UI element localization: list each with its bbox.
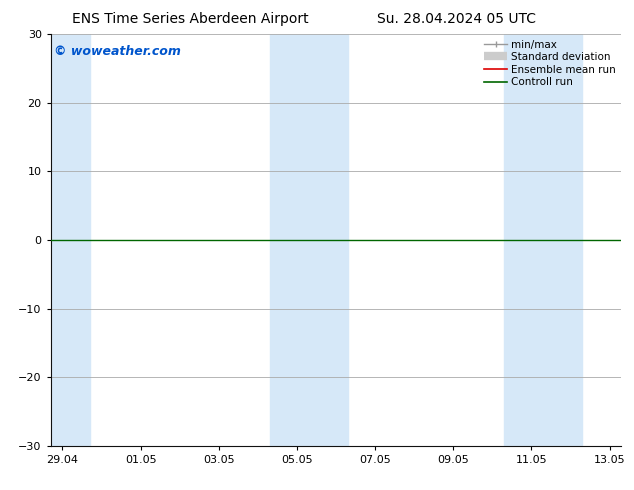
- Legend: min/max, Standard deviation, Ensemble mean run, Controll run: min/max, Standard deviation, Ensemble me…: [482, 37, 618, 89]
- Bar: [269, 34, 347, 446]
- Bar: [504, 34, 582, 446]
- Text: ENS Time Series Aberdeen Airport: ENS Time Series Aberdeen Airport: [72, 12, 309, 26]
- Text: Su. 28.04.2024 05 UTC: Su. 28.04.2024 05 UTC: [377, 12, 536, 26]
- Text: © woweather.com: © woweather.com: [53, 45, 181, 58]
- Bar: [51, 34, 90, 446]
